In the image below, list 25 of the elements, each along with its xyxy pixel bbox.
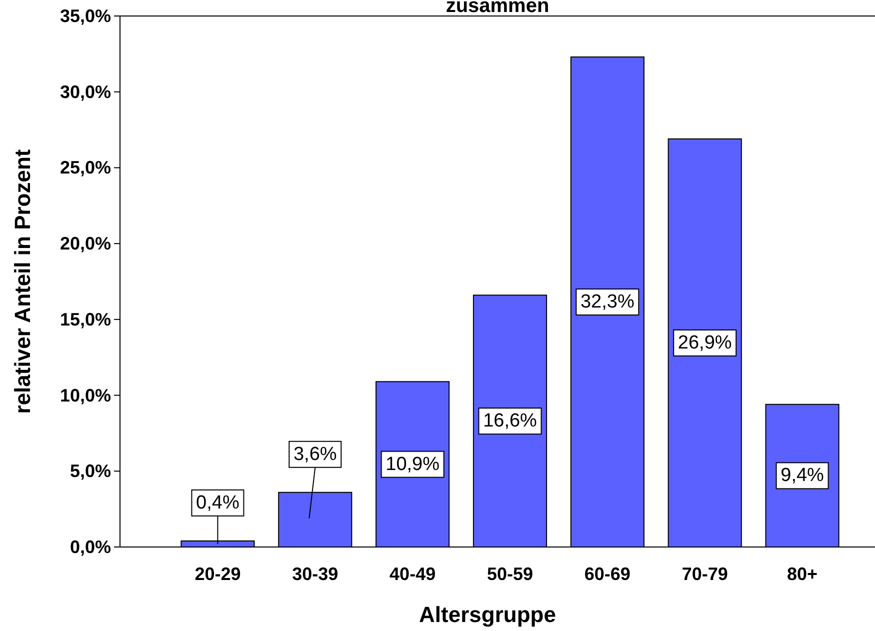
x-axis-title: Altersgruppe — [419, 602, 556, 627]
x-tick-label: 60-69 — [584, 564, 630, 584]
data-label: 10,9% — [386, 454, 440, 475]
y-tick-label: 25,0% — [60, 158, 111, 178]
x-tick-label: 80+ — [787, 564, 818, 584]
y-tick-label: 5,0% — [70, 461, 111, 482]
y-tick-label: 15,0% — [60, 309, 111, 330]
x-tick-label: 70-79 — [682, 564, 728, 584]
y-tick-label: 20,0% — [60, 234, 111, 254]
x-tick-label: 30-39 — [292, 564, 338, 584]
data-label: 16,6% — [483, 410, 538, 432]
data-label: 9,4% — [780, 465, 824, 486]
data-label: 26,9% — [678, 332, 732, 354]
x-tick-label: 40-49 — [390, 564, 436, 584]
y-axis-title: relativer Anteil in Prozent — [10, 148, 35, 414]
y-tick-label: 35,0% — [60, 6, 111, 26]
data-label: 0,4% — [196, 492, 240, 514]
x-tick-label: 50-59 — [486, 564, 534, 584]
data-label: 32,3% — [580, 291, 634, 312]
y-tick-label: 10,0% — [60, 385, 111, 406]
chart-title: zusammen — [446, 0, 550, 17]
y-tick-label: 30,0% — [60, 82, 111, 102]
data-label: 3,6% — [293, 444, 337, 465]
y-tick-label: 0,0% — [70, 537, 111, 557]
x-tick-label: 20-29 — [194, 564, 241, 584]
